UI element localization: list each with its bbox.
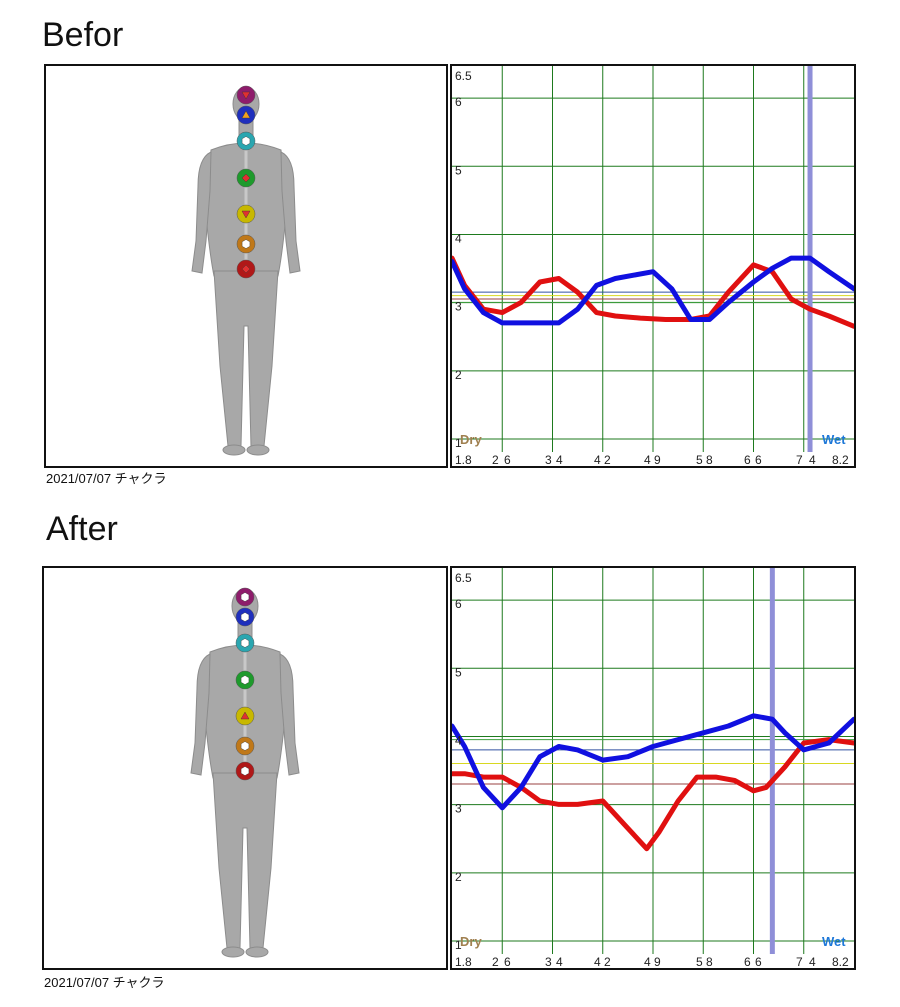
chakra-7-icon (235, 761, 255, 781)
body-left-arm (191, 151, 212, 274)
body-right-foot (245, 946, 269, 958)
y-tick-label: 6.5 (455, 571, 472, 585)
chakra-1-icon (236, 85, 256, 105)
x-tick-label: 9 (654, 955, 661, 968)
series-1-line (449, 737, 857, 852)
chakra-4-icon (236, 168, 256, 188)
body-right-arm (279, 653, 300, 776)
body-right-foot (246, 444, 270, 456)
y-tick-label: 5 (455, 665, 462, 679)
before-caption: 2021/07/07 チャクラ (46, 471, 167, 486)
after-chart-panel: 6.5 6 5 4 3 2 1 1.8 2 6 3 4 4 2 4 9 5 8 6 6 7 4 8.2 Dry Wet (449, 566, 857, 970)
y-tick-label: 4 (455, 231, 462, 245)
x-tick-label: 4 (809, 453, 816, 466)
chakra-4-icon (235, 670, 255, 690)
y-tick-label: 2 (455, 870, 462, 884)
y-tick-label: 3 (455, 300, 462, 314)
before-body-figure (191, 85, 301, 456)
x-tick-label: 4 (556, 453, 563, 466)
body-left-foot (222, 444, 246, 456)
x-tick-label: 7 (796, 453, 803, 466)
x-tick-label: 3 (545, 453, 552, 466)
chakra-2-icon (235, 607, 255, 627)
y-tick-label: 1 (455, 436, 462, 450)
x-tick-label: 4 (594, 453, 601, 466)
x-tick-label: 2 (604, 453, 611, 466)
x-tick-label: 6 (755, 955, 762, 968)
chart-grid (452, 568, 854, 954)
after-body-panel (42, 566, 448, 970)
chakra-6-icon (235, 736, 255, 756)
x-tick-label: 9 (654, 453, 661, 466)
after-heading: After (46, 510, 118, 548)
dry-label: Dry (460, 934, 482, 949)
x-tick-label: 4 (594, 955, 601, 968)
x-tick-label: 1.8 (455, 453, 472, 466)
series-1-line (449, 255, 857, 329)
chakra-3-icon (236, 131, 256, 151)
body-left-foot (221, 946, 245, 958)
x-tick-label: 4 (644, 955, 651, 968)
x-tick-label: 1.8 (455, 955, 472, 968)
before-chart-panel: 6.5 6 5 4 3 2 1 1.8 2 6 3 4 4 2 4 9 5 8 6 6 7 4 8.2 Dry Wet (449, 64, 857, 468)
x-tick-label: 4 (644, 453, 651, 466)
y-tick-label: 6 (455, 95, 462, 109)
x-tick-label: 7 (796, 955, 803, 968)
x-tick-label: 6 (755, 453, 762, 466)
x-tick-label: 5 (696, 453, 703, 466)
chakra-5-icon (236, 204, 256, 224)
wet-label: Wet (822, 934, 846, 949)
x-tick-label: 2 (604, 955, 611, 968)
x-tick-label: 2 (492, 955, 499, 968)
y-tick-label: 5 (455, 163, 462, 177)
y-tick-label: 6 (455, 597, 462, 611)
after-body-figure (190, 587, 300, 958)
chakra-7-icon (236, 259, 256, 279)
before-heading: Befor (42, 16, 124, 54)
x-tick-label: 2 (492, 453, 499, 466)
y-tick-label: 4 (455, 733, 462, 747)
body-right-arm (280, 151, 301, 274)
x-tick-label: 4 (809, 955, 816, 968)
after-caption: 2021/07/07 チャクラ (44, 975, 165, 990)
y-tick-label: 1 (455, 938, 462, 952)
wet-label: Wet (822, 432, 846, 447)
x-tick-label: 6 (504, 955, 511, 968)
x-tick-label: 8 (706, 453, 713, 466)
x-tick-label: 8.2 (832, 453, 849, 466)
x-tick-label: 8 (706, 955, 713, 968)
body-left-arm (190, 653, 211, 776)
chakra-3-icon (235, 633, 255, 653)
dry-label: Dry (460, 432, 482, 447)
body-legs (212, 772, 278, 949)
x-tick-label: 8.2 (832, 955, 849, 968)
body-legs (213, 270, 279, 447)
chakra-6-icon (236, 234, 256, 254)
chakra-1-icon (235, 587, 255, 607)
y-tick-label: 2 (455, 368, 462, 382)
x-tick-label: 5 (696, 955, 703, 968)
y-tick-label: 6.5 (455, 69, 472, 83)
series-2-line (449, 255, 857, 326)
x-tick-label: 6 (744, 955, 751, 968)
chakra-5-icon (235, 706, 255, 726)
y-tick-label: 3 (455, 802, 462, 816)
x-tick-label: 6 (744, 453, 751, 466)
chakra-2-icon (236, 105, 256, 125)
x-tick-label: 6 (504, 453, 511, 466)
x-tick-label: 4 (556, 955, 563, 968)
series-2-line (449, 713, 857, 811)
x-tick-label: 3 (545, 955, 552, 968)
before-body-panel (44, 64, 448, 468)
